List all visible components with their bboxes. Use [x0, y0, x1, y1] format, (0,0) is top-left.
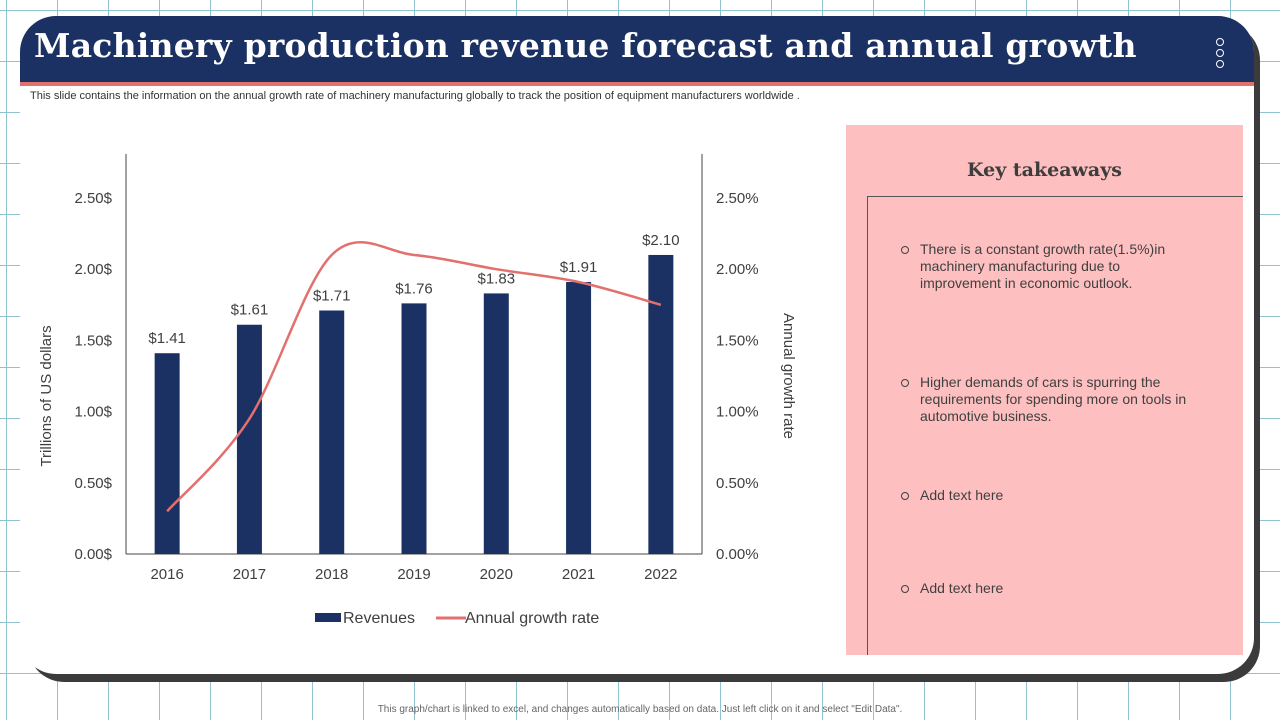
bar-data-label: $1.61 — [231, 302, 269, 319]
panel-divider-horizontal — [867, 196, 1243, 197]
y-tick-label: 1.00$ — [74, 404, 112, 421]
slide-card: Machinery production revenue forecast an… — [20, 16, 1254, 674]
y-tick-label: 0.50$ — [74, 475, 112, 492]
x-tick-label: 2021 — [562, 566, 595, 583]
takeaway-item: Add text here — [901, 487, 1201, 504]
takeaway-item: Higher demands of cars is spurring the r… — [901, 374, 1201, 425]
bar-data-label: $1.71 — [313, 287, 351, 304]
bullet-circle-icon — [901, 246, 909, 254]
bullet-circle-icon — [901, 492, 909, 500]
slide-title: Machinery production revenue forecast an… — [34, 26, 1137, 65]
panel-title: Key takeaways — [967, 159, 1122, 181]
y-tick-label: 1.50$ — [74, 332, 112, 349]
revenue-bar — [648, 254, 674, 554]
y-tick-label: 2.50$ — [74, 190, 112, 207]
revenue-bar — [483, 293, 509, 554]
header-accent-line — [20, 82, 1254, 86]
y-axis-title: Trillions of US dollars — [38, 325, 55, 466]
slide-subtitle: This slide contains the information on t… — [30, 90, 800, 102]
legend-growth-label: Annual growth rate — [465, 610, 599, 627]
key-takeaways-panel: Key takeaways There is a constant growth… — [846, 125, 1243, 655]
y-tick-label: 0.00$ — [74, 546, 112, 563]
bar-data-label: $1.91 — [560, 259, 598, 276]
revenue-bar — [154, 353, 180, 554]
y2-tick-label: 0.00% — [716, 546, 759, 563]
takeaway-item: Add text here — [901, 580, 1201, 597]
x-tick-label: 2020 — [480, 566, 513, 583]
x-tick-label: 2019 — [397, 566, 430, 583]
x-tick-label: 2016 — [150, 566, 183, 583]
revenue-bar — [401, 303, 427, 554]
y2-tick-label: 2.00% — [716, 261, 759, 278]
y2-axis-title: Annual growth rate — [780, 313, 797, 439]
y2-tick-label: 2.50% — [716, 190, 759, 207]
panel-divider-vertical — [867, 196, 868, 655]
revenue-bar — [566, 282, 592, 554]
combo-chart[interactable]: 0.00$ 0.50$ 1.00$ 1.50$ 2.00$ 2.50$ 0.00% 0.50%… — [20, 116, 820, 636]
bullet-circle-icon — [901, 379, 909, 387]
bar-data-label: $1.76 — [395, 280, 433, 297]
footer-note: This graph/chart is linked to excel, and… — [377, 704, 903, 715]
more-options-icon[interactable] — [1216, 38, 1226, 71]
x-tick-label: 2018 — [315, 566, 348, 583]
x-tick-label: 2022 — [644, 566, 677, 583]
y-tick-label: 2.00$ — [74, 261, 112, 278]
y2-tick-label: 1.50% — [716, 332, 759, 349]
x-tick-label: 2017 — [233, 566, 266, 583]
legend-revenues-swatch — [315, 613, 341, 622]
y2-tick-label: 1.00% — [716, 404, 759, 421]
revenue-bar — [236, 324, 262, 554]
bar-data-label: $1.41 — [148, 330, 186, 347]
title-bar: Machinery production revenue forecast an… — [20, 16, 1254, 82]
bar-data-label: $1.83 — [478, 270, 516, 287]
y2-tick-label: 0.50% — [716, 475, 759, 492]
takeaway-item: There is a constant growth rate(1.5%)in … — [901, 241, 1201, 292]
bar-data-label: $2.10 — [642, 232, 680, 249]
revenue-bar — [319, 310, 345, 554]
legend-revenues-label: Revenues — [343, 610, 415, 627]
bullet-circle-icon — [901, 585, 909, 593]
growth-rate-line — [166, 241, 662, 513]
